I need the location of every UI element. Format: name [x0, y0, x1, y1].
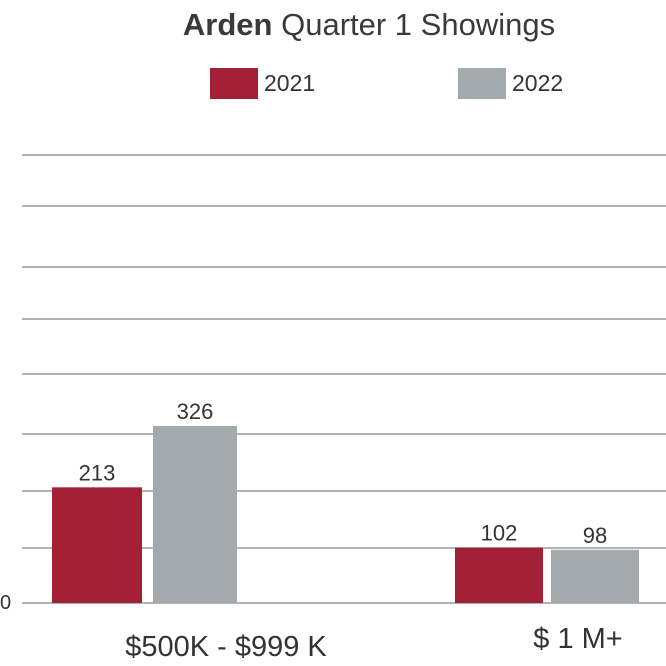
legend-label-2021: 2021: [264, 70, 315, 96]
chart-title-rest: Quarter 1 Showings: [272, 7, 555, 42]
value-labels: 213 326 102 98: [73, 397, 612, 548]
y-tick-zero: 0: [0, 592, 11, 614]
bar-2021-cat2: [455, 547, 543, 603]
bar-2021-cat1: [52, 487, 142, 603]
value-label-bg: [73, 459, 121, 482]
category-label-1: $500K - $999 K: [125, 631, 327, 663]
bars: [52, 425, 639, 603]
bar-2022-cat2: [551, 549, 639, 603]
value-label-bg: [171, 397, 219, 420]
value-label-bg: [578, 521, 612, 544]
category-label-2: $ 1 M+: [533, 623, 622, 655]
bar-2022-cat1: [153, 425, 237, 603]
legend-swatch-2022: [458, 68, 506, 99]
legend-label-2022: 2022: [512, 70, 563, 96]
value-label-2022-cat1: 326: [177, 399, 214, 424]
value-label-2022-cat2: 98: [583, 523, 607, 548]
legend: 2021 2022: [210, 68, 563, 99]
value-label-2021-cat2: 102: [481, 521, 518, 546]
chart-title-bold: Arden: [183, 7, 273, 42]
chart-title: Arden Quarter 1 Showings: [183, 7, 555, 42]
value-label-2021-cat1: 213: [79, 460, 116, 485]
value-label-bg: [475, 519, 523, 542]
legend-swatch-2021: [210, 68, 258, 99]
